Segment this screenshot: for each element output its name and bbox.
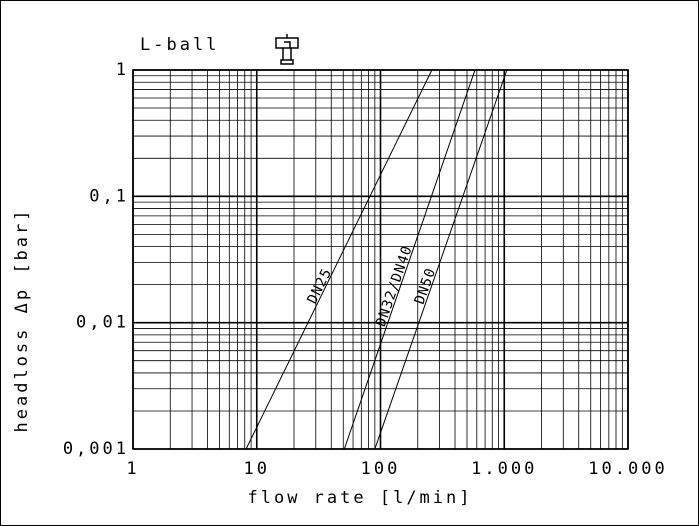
valve-icon <box>275 34 299 65</box>
y-tick-label: 0,1 <box>89 186 129 206</box>
x-tick-label: 100 <box>361 459 401 479</box>
series-line <box>374 70 508 449</box>
x-tick-label: 10.000 <box>588 459 667 479</box>
x-axis-label: flow rate [l/min] <box>248 488 473 508</box>
x-tick-label: 10 <box>244 459 270 479</box>
plot-frame <box>132 69 629 450</box>
y-tick-label: 1 <box>116 60 129 80</box>
y-axis-label: headloss Δp [bar] <box>12 208 32 433</box>
series-line <box>245 70 433 449</box>
chart-title: L-ball <box>140 35 219 55</box>
x-tick-label: 1.000 <box>471 459 537 479</box>
x-tick-label: 1 <box>126 459 139 479</box>
y-tick-label: 0,001 <box>63 439 129 459</box>
y-tick-label: 0,01 <box>76 313 129 333</box>
series-line <box>343 70 476 449</box>
